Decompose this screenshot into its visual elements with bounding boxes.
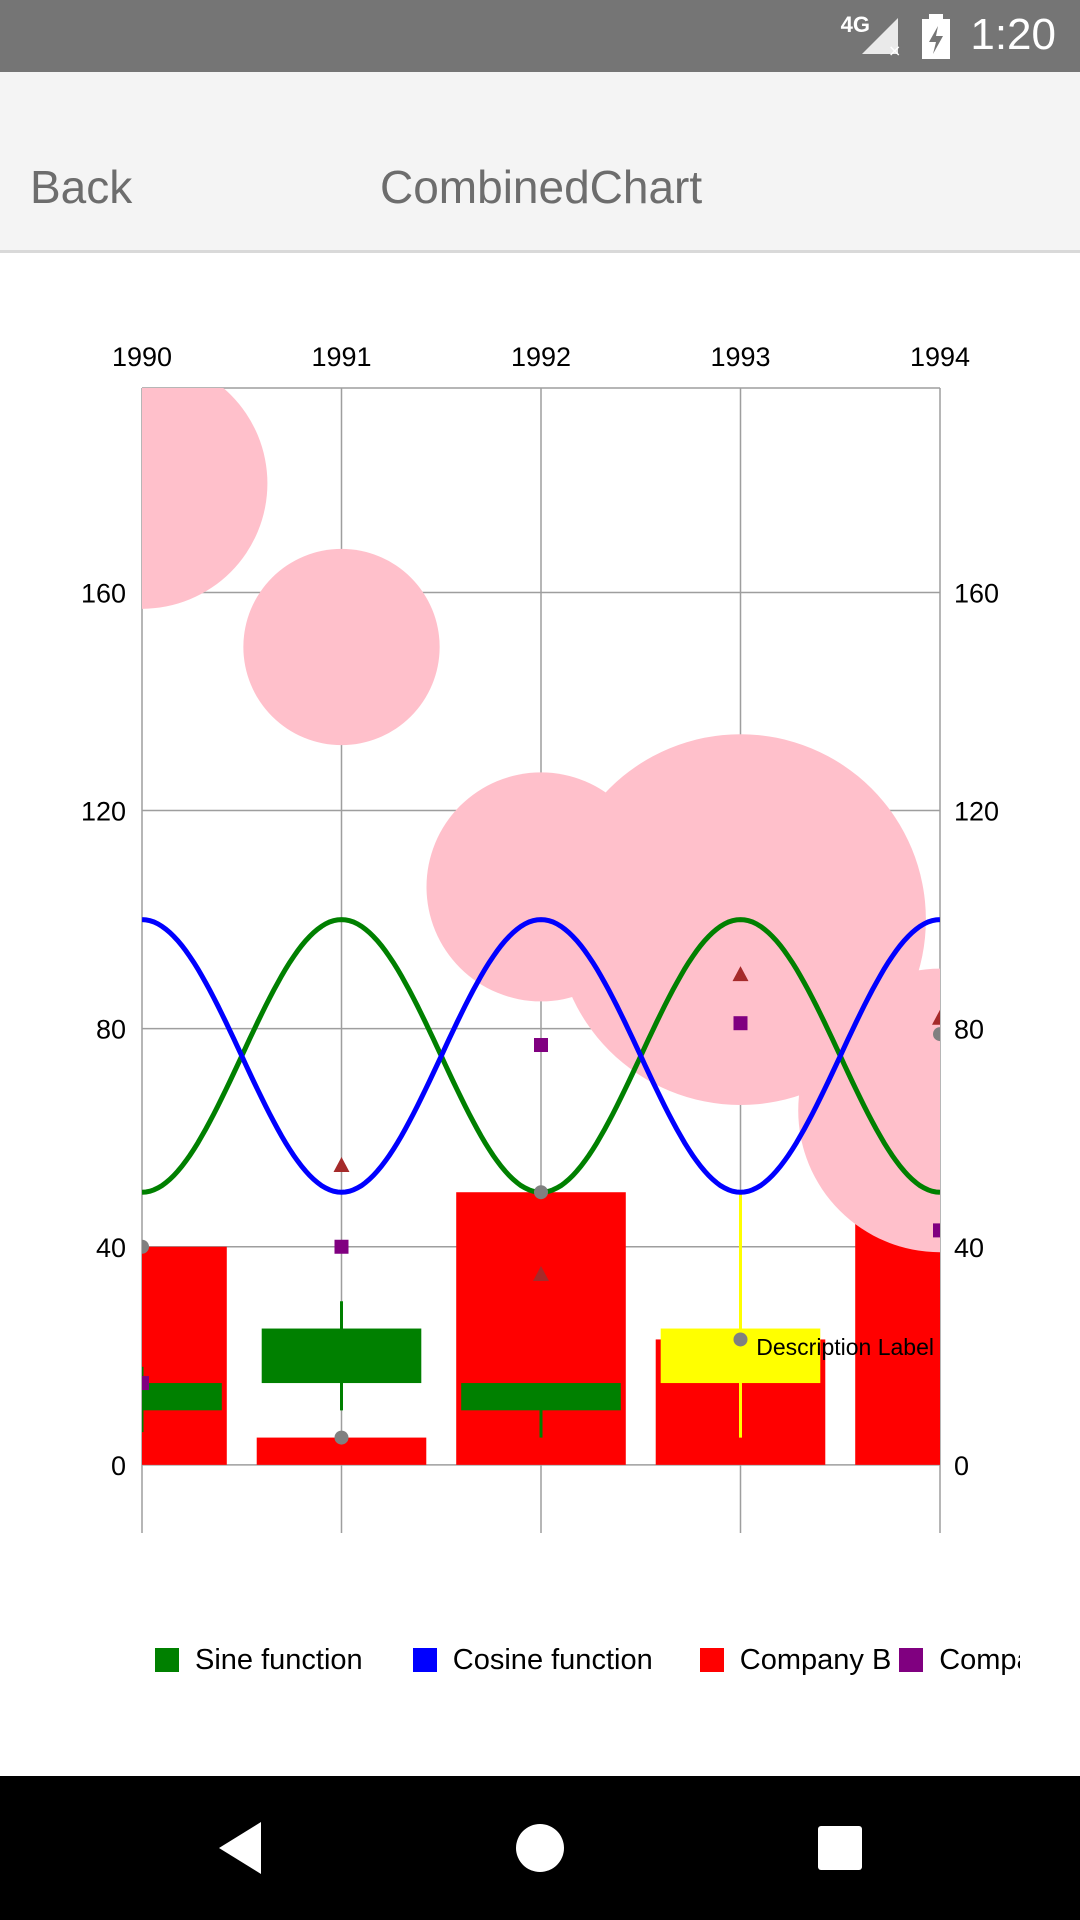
bubble [798,968,940,1253]
x-tick-label: 1993 [710,342,770,372]
network-type: 4G [840,12,870,37]
chart-legend: Sine function Cosine function Company B Com… [0,1635,1020,1685]
legend-swatch [412,1648,437,1672]
combined-chart[interactable]: 0 0 40 40 80 80 120 120 160 160 1990 1991 1992 1993 19… [0,255,1080,1775]
nav-recents-button[interactable] [780,1776,900,1920]
legend-label: Company B [739,1643,892,1676]
scatter-point-square [733,1016,748,1031]
scatter-point-circle [534,1185,548,1200]
plot-series-group [142,388,940,1465]
legend-item: Company B [699,1635,892,1685]
legend-swatch [899,1648,924,1672]
legend-label: Cosine function [452,1643,653,1676]
circle-home-icon [516,1824,564,1872]
scatter-point-square [142,1376,149,1391]
navigation-header: Back CombinedChart [0,72,1080,253]
scatter-point-square [334,1239,349,1254]
scatter-point-triangle [533,1266,549,1282]
scatter-point-square [933,1223,940,1238]
y-tick-label-right: 120 [954,797,999,827]
legend-item: Cosine function [412,1635,653,1685]
legend-label: Company [939,1643,1020,1676]
bar [142,1246,227,1465]
candle-body [142,1383,222,1411]
y-tick-label-right: 80 [954,1015,984,1045]
scatter-point-triangle [333,1156,350,1172]
nav-back-button[interactable] [180,1776,300,1920]
candle-body [261,1328,422,1384]
y-tick-label-left: 0 [111,1451,126,1481]
y-tick-label-left: 120 [81,797,126,827]
x-tick-label: 1994 [910,342,970,372]
scatter-point-circle [733,1332,748,1347]
triangle-back-icon [219,1822,261,1874]
nav-home-button[interactable] [480,1776,600,1920]
legend-label: Sine function [195,1643,363,1676]
svg-text:×: × [888,41,901,58]
line-series [142,917,940,1195]
x-tick-label: 1991 [311,342,371,372]
candle-body [461,1383,621,1411]
x-tick-label: 1990 [112,342,172,372]
scatter-point-square [534,1038,548,1053]
scatter-point-triangle [932,1009,940,1025]
legend-item: Sine function [155,1635,363,1685]
legend-swatch [699,1648,724,1672]
square-recents-icon [818,1826,862,1870]
chart-description-label: Description Label [756,1334,934,1360]
y-tick-label-left: 80 [96,1015,126,1045]
scatter-point-circle [142,1239,149,1254]
y-tick-label-left: 160 [81,578,126,608]
status-bar: 4G × 1:20 [0,0,1080,72]
y-tick-label-left: 40 [96,1233,126,1263]
signal-icon: × [862,18,901,58]
back-button[interactable]: Back [30,161,133,213]
scatter-point-circle [933,1027,940,1042]
battery-icon [922,14,950,59]
y-tick-label-right: 160 [954,578,999,608]
chart-svg[interactable]: 0 0 40 40 80 80 120 120 160 160 1990 1991 1992 1993 19… [0,255,1080,1635]
status-time: 1:20 [970,10,1056,59]
x-tick-label: 1992 [511,342,571,372]
legend-swatch [155,1648,179,1672]
bubble [142,388,268,609]
y-tick-label-right: 0 [954,1451,969,1481]
scatter-point-circle [334,1430,349,1445]
page-title: CombinedChart [380,161,703,213]
y-tick-label-right: 40 [954,1233,984,1263]
legend-item: Company [899,1635,1020,1685]
bubble [243,548,440,746]
scatter-point-triangle [732,966,749,982]
system-navigation-bar [0,1776,1080,1920]
